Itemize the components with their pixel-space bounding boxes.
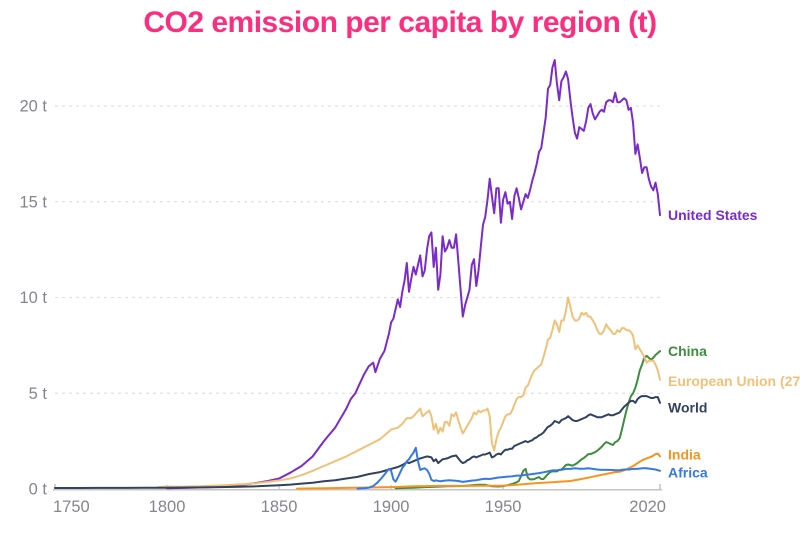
x-axis: 1750 1800 1850 1900 1950 2020 <box>53 484 666 516</box>
series-line-united-states <box>166 59 661 490</box>
series-labels: United States China European Union (27) Wor… <box>668 207 800 481</box>
series-label-european-union-27: European Union (27) <box>668 373 800 389</box>
series-line-china <box>394 350 661 490</box>
series-line-africa <box>356 446 661 490</box>
x-tick-label-1900: 1900 <box>373 498 410 516</box>
series-line-india <box>296 452 661 490</box>
series-label-world: World <box>668 400 707 416</box>
x-tick-label-1800: 1800 <box>149 498 186 516</box>
y-gridlines <box>55 105 662 394</box>
series-label-africa: Africa <box>668 465 708 481</box>
y-tick-labels: 0 t 5 t 10 t 15 t 20 t <box>19 98 47 499</box>
series-label-china: China <box>668 343 707 359</box>
x-tick-label-1850: 1850 <box>261 498 298 516</box>
x-tick-label-1950: 1950 <box>485 498 522 516</box>
y-tick-label-0t: 0 t <box>29 481 48 499</box>
y-tick-label-10t: 10 t <box>19 289 47 307</box>
series-label-india: India <box>668 447 701 463</box>
y-tick-label-5t: 5 t <box>29 385 48 403</box>
series-label-united-states: United States <box>668 207 758 223</box>
y-tick-label-20t: 20 t <box>19 98 47 116</box>
x-tick-label-1750: 1750 <box>53 498 90 516</box>
series-lines <box>54 59 661 490</box>
series-line-european-union-27 <box>157 296 661 489</box>
y-tick-label-15t: 15 t <box>19 193 47 211</box>
x-tick-label-2020: 2020 <box>629 498 666 516</box>
chart-title: CO2 emission per capita by region (t) <box>143 6 657 39</box>
series-line-world <box>54 395 661 489</box>
